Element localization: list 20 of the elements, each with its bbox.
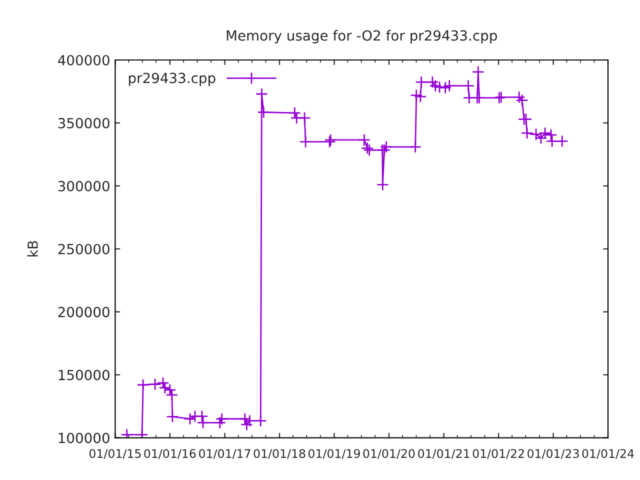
y-axis-title: kB bbox=[27, 241, 38, 256]
y-tick-label: 300000 bbox=[58, 180, 110, 192]
y-tick-label: 200000 bbox=[58, 306, 110, 318]
x-tick-label: 01/01/23 bbox=[528, 449, 579, 459]
x-tick-label: 01/01/15 bbox=[89, 449, 141, 459]
x-tick-label: 01/01/16 bbox=[144, 449, 196, 459]
legend-label: pr29433.cpp bbox=[128, 72, 216, 86]
x-tick-label: 01/01/18 bbox=[254, 449, 306, 459]
y-tick-label: 150000 bbox=[58, 370, 110, 380]
y-tick-label: 100000 bbox=[58, 432, 110, 444]
x-tick-label: 01/01/21 bbox=[418, 449, 470, 459]
y-tick-label: 350000 bbox=[58, 118, 110, 128]
chart-title: Memory usage for -O2 for pr29433.cpp bbox=[226, 30, 497, 44]
x-tick-label: 01/01/17 bbox=[199, 449, 250, 459]
y-tick-label: 400000 bbox=[58, 54, 110, 66]
x-tick-label: 01/01/24 bbox=[582, 449, 634, 459]
y-tick-label: 250000 bbox=[58, 244, 110, 254]
x-tick-label: 01/01/22 bbox=[472, 449, 524, 459]
x-tick-label: 01/01/19 bbox=[308, 449, 360, 459]
x-tick-label: 01/01/20 bbox=[363, 449, 415, 459]
